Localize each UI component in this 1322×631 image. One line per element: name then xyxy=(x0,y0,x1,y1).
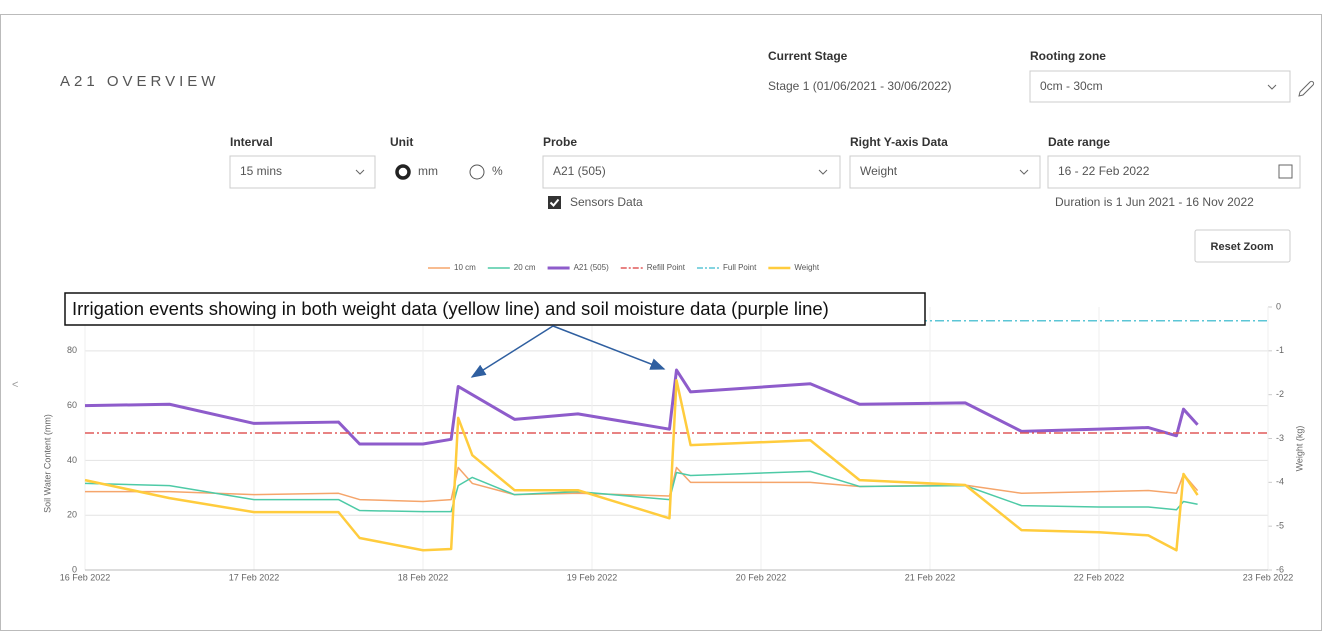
y-tick-label: 20 xyxy=(67,510,77,520)
chevron xyxy=(355,169,365,175)
legend-label: Refill Point xyxy=(647,263,686,272)
interval-label: Interval xyxy=(230,135,273,149)
edit-icon[interactable] xyxy=(1298,80,1315,97)
legend-label: Full Point xyxy=(723,263,757,272)
y2-tick-label: -4 xyxy=(1276,477,1284,487)
arrow xyxy=(552,325,666,370)
x-tick-label: 16 Feb 2022 xyxy=(60,572,111,582)
right-axis-value: Weight xyxy=(860,164,898,178)
y2-tick-label: -2 xyxy=(1276,389,1284,399)
page-title: A21 OVERVIEW xyxy=(60,73,219,90)
legend-label: 10 cm xyxy=(454,263,476,272)
date-range-label: Date range xyxy=(1048,135,1110,149)
series-line xyxy=(84,378,1199,552)
x-tick-label: 20 Feb 2022 xyxy=(736,572,787,582)
checkbox[interactable] xyxy=(548,196,561,209)
y-tick-label: 60 xyxy=(67,400,77,410)
y2-tick-label: 0 xyxy=(1276,301,1281,311)
interval-value: 15 mins xyxy=(240,164,282,178)
chevron xyxy=(818,169,828,175)
series-line xyxy=(84,368,1199,446)
right-axis-label: Right Y-axis Data xyxy=(850,135,948,149)
unit-option: mm xyxy=(418,164,438,178)
stage-value: Stage 1 (01/06/2021 - 30/06/2022) xyxy=(768,79,951,93)
legend-label: A21 (505) xyxy=(574,263,609,272)
unit-option: % xyxy=(492,164,503,178)
reset-zoom-label: Reset Zoom xyxy=(1211,241,1274,253)
arrow xyxy=(470,325,554,378)
unit-label: Unit xyxy=(390,135,413,149)
y-tick-label: 40 xyxy=(67,455,77,465)
probe-select[interactable] xyxy=(542,155,841,189)
probe-value: A21 (505) xyxy=(553,164,606,178)
interval-select[interactable] xyxy=(229,155,376,189)
duration: Duration is 1 Jun 2021 - 16 Nov 2022 xyxy=(1055,195,1254,209)
chevron xyxy=(1019,169,1029,175)
annotation-box xyxy=(64,292,926,326)
x-tick-label: 21 Feb 2022 xyxy=(905,572,956,582)
rooting-label: Rooting zone xyxy=(1030,49,1106,63)
legend-label: Weight xyxy=(794,263,820,272)
x-tick-label: 19 Feb 2022 xyxy=(567,572,618,582)
y2-tick-label: -6 xyxy=(1276,564,1284,574)
y2-tick-label: -5 xyxy=(1276,521,1284,531)
probe-label: Probe xyxy=(543,135,577,149)
calendar-icon[interactable] xyxy=(1278,164,1293,179)
x-tick-label: 23 Feb 2022 xyxy=(1243,572,1294,582)
side-toggle[interactable]: < xyxy=(12,379,18,391)
stage-label: Current Stage xyxy=(768,49,848,63)
y-tick-label: 0 xyxy=(72,564,77,574)
y-axis-label: Soil Water Content (mm) xyxy=(42,414,52,513)
legend-label: 20 cm xyxy=(514,263,536,272)
date-range-value: 16 - 22 Feb 2022 xyxy=(1058,164,1150,178)
sensors-data: Sensors Data xyxy=(570,195,643,209)
date-range-input[interactable] xyxy=(1047,155,1301,189)
right-axis-select[interactable] xyxy=(849,155,1041,189)
x-tick-label: 17 Feb 2022 xyxy=(229,572,280,582)
check xyxy=(549,198,560,207)
radio-selected[interactable] xyxy=(395,164,411,180)
y-tick-label: 80 xyxy=(67,345,77,355)
y2-tick-label: -3 xyxy=(1276,433,1284,443)
radio[interactable] xyxy=(469,164,485,180)
x-tick-label: 18 Feb 2022 xyxy=(398,572,449,582)
annotation: Irrigation events showing in both weight… xyxy=(72,298,829,319)
rooting-select[interactable] xyxy=(1029,70,1291,103)
y2-tick-label: -1 xyxy=(1276,345,1284,355)
y2-axis-label: Weight (kg) xyxy=(1294,426,1304,472)
rooting-value: 0cm - 30cm xyxy=(1040,79,1103,93)
chevron xyxy=(1267,84,1277,90)
reset-zoom-button[interactable] xyxy=(1194,229,1291,263)
x-tick-label: 22 Feb 2022 xyxy=(1074,572,1125,582)
